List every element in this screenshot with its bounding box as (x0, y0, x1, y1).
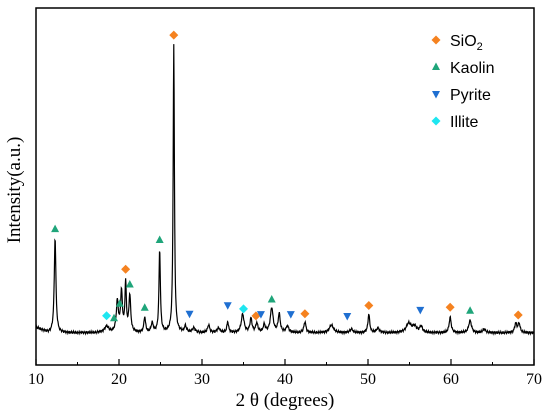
legend-marker-sio (431, 35, 441, 45)
legend-label-main: SiO (450, 33, 477, 50)
kaolin-peak-marker (110, 313, 119, 322)
pyrite-peak-marker (256, 311, 265, 319)
sio2-peak-marker (513, 310, 523, 320)
x-tick-label: 10 (28, 371, 44, 388)
legend: SiO2 Kaolin Pyrite Illite (431, 33, 494, 131)
x-axis-title: 2 θ (degrees) (236, 390, 335, 411)
legend-marker-illite (431, 116, 441, 126)
legend-label: Kaolin (450, 60, 494, 77)
x-tick-label: 20 (111, 371, 127, 388)
kaolin-peak-marker (125, 280, 134, 288)
kaolin-peak-marker (267, 294, 276, 303)
peak-markers (51, 30, 523, 322)
legend-label: Illite (450, 114, 479, 131)
pyrite-peak-marker (343, 313, 352, 321)
x-tick-label: 40 (277, 371, 293, 388)
legend-marker-kaolin (432, 62, 440, 70)
legend-marker-pyrite (432, 91, 440, 99)
legend-label-subscript: 2 (477, 41, 483, 53)
sio2-peak-marker (300, 309, 310, 319)
x-tick-label: 60 (443, 371, 459, 388)
pyrite-peak-marker (223, 302, 232, 310)
y-axis-title: Intensity(a.u.) (4, 137, 25, 244)
sio2-peak-marker (251, 311, 261, 321)
legend-label-main: Illite (450, 114, 479, 131)
pyrite-peak-marker (416, 306, 425, 315)
sio2-peak-marker (121, 264, 131, 274)
kaolin-peak-marker (51, 224, 60, 233)
sio2-peak-marker (169, 30, 179, 40)
legend-label-main: Pyrite (450, 87, 491, 104)
x-axis-tick-labels: 10 20 30 40 50 60 70 (28, 371, 542, 388)
illite-peak-marker (239, 304, 248, 314)
x-tick-label: 50 (360, 371, 376, 388)
kaolin-peak-marker (466, 306, 475, 314)
xrd-pattern-line (35, 44, 535, 336)
pyrite-peak-marker (286, 311, 295, 319)
illite-peak-marker (102, 311, 112, 321)
sio2-peak-marker (364, 300, 374, 310)
sio2-peak-marker (445, 302, 455, 312)
kaolin-peak-marker (115, 299, 124, 307)
legend-label: SiO2 (450, 33, 483, 53)
x-tick-label: 70 (526, 371, 542, 388)
legend-label: Pyrite (450, 87, 491, 104)
kaolin-peak-marker (140, 303, 149, 311)
x-axis-ticks (35, 359, 535, 365)
pyrite-peak-marker (185, 310, 194, 319)
legend-label-main: Kaolin (450, 60, 494, 77)
kaolin-peak-marker (155, 235, 164, 244)
x-tick-label: 30 (194, 371, 210, 388)
